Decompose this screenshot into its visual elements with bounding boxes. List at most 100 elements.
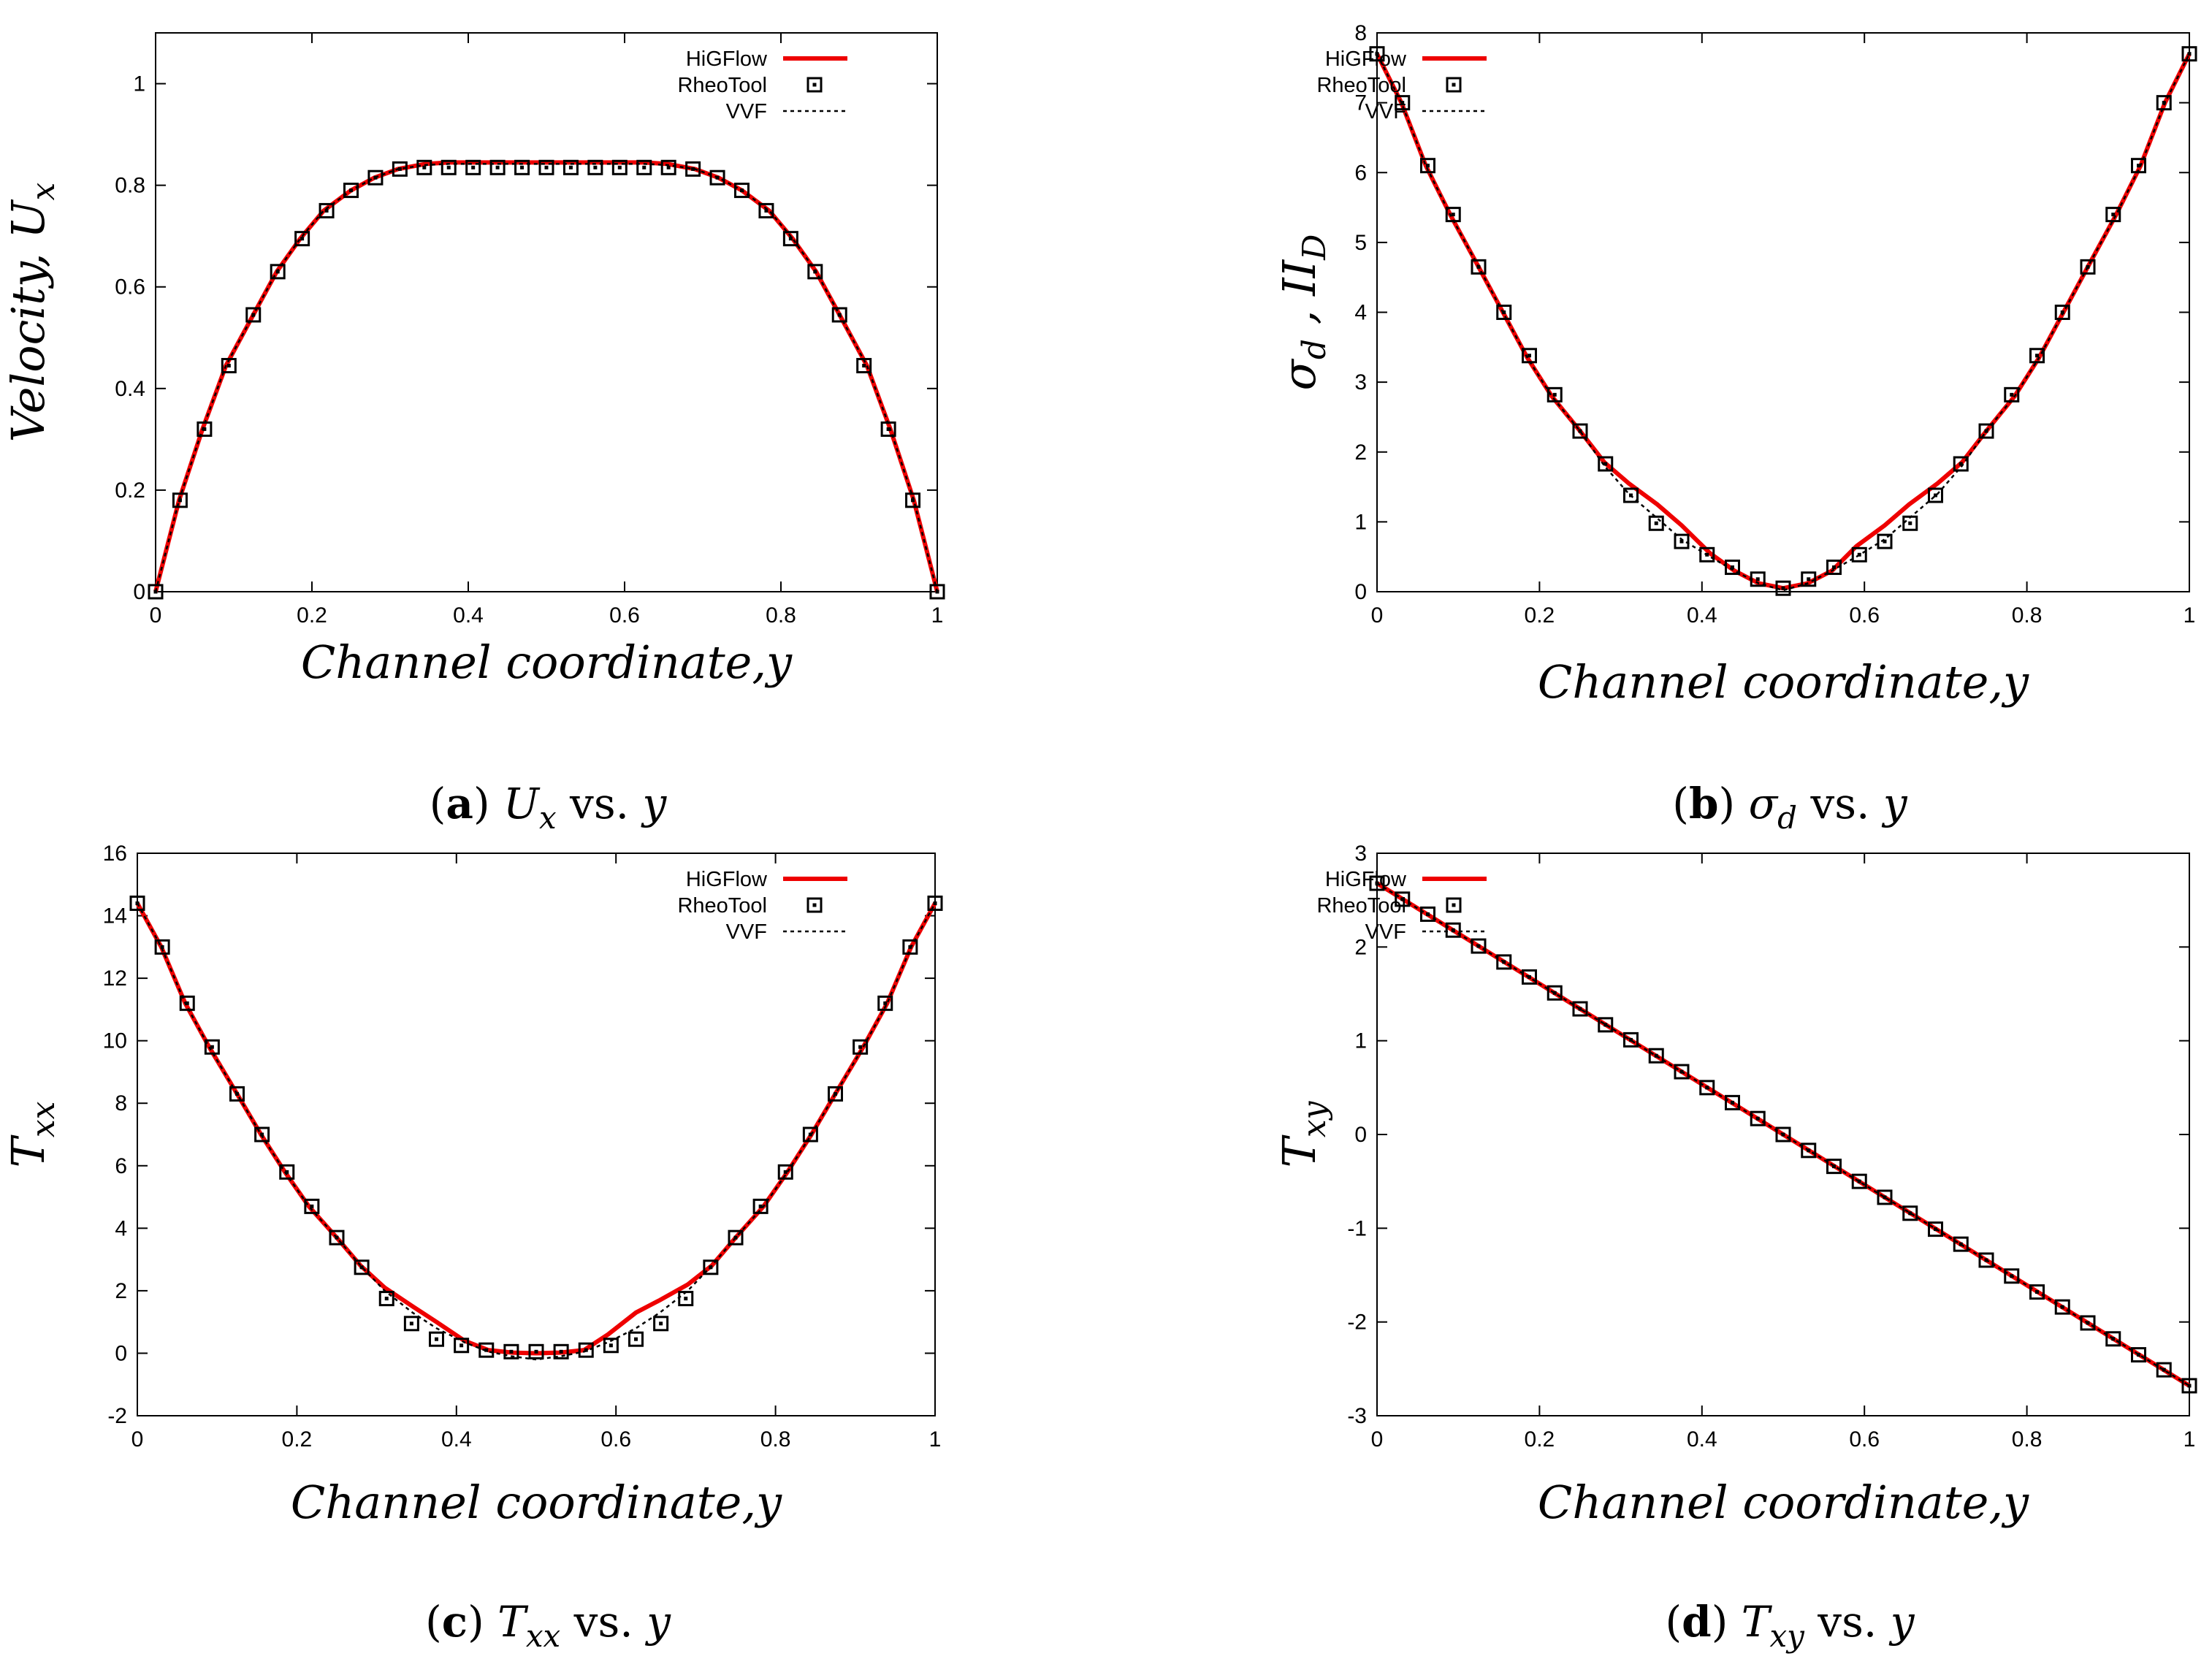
rheotool-marker-dot <box>471 165 476 169</box>
rheotool-marker <box>1369 875 1385 891</box>
x-tick-label: 0.6 <box>609 603 640 628</box>
rheotool-marker-dot <box>2060 1305 2064 1309</box>
rheotool-marker <box>728 1229 744 1246</box>
legend-label: HiGFlow <box>1325 868 1407 891</box>
rheotool-marker-dot <box>1654 1053 1658 1058</box>
y-tick-label: -2 <box>107 1404 127 1428</box>
rheotool-marker-dot <box>1426 164 1430 168</box>
y-label-sub: xx <box>25 1101 62 1137</box>
rheotool-marker <box>1395 891 1411 907</box>
rheotool-marker <box>2131 1347 2146 1363</box>
rheotool-marker-dot <box>1883 1195 1887 1200</box>
y-label-sub: xy <box>1296 1100 1333 1137</box>
y-tick-label: 0 <box>133 580 145 604</box>
y-tick-label: 3 <box>1354 842 1367 866</box>
rheotool-marker <box>782 231 798 247</box>
rheotool-marker <box>1902 515 1918 531</box>
caption-y: y <box>640 779 667 828</box>
legend-label: HiGFlow <box>1325 47 1407 71</box>
rheotool-marker-dot <box>684 1297 688 1301</box>
rheotool-marker-dot <box>1705 552 1709 557</box>
plot-frame <box>155 32 938 592</box>
rheotool-marker <box>1496 305 1512 320</box>
rheotool-marker <box>2080 259 2096 275</box>
rheotool-marker <box>294 231 310 247</box>
x-axis-label: Channel coordinate,y <box>301 636 793 689</box>
rheotool-marker-dot <box>1476 944 1481 948</box>
rheotool-marker-dot <box>666 165 671 169</box>
rheotool-marker <box>2029 348 2045 364</box>
rheotool-marker-dot <box>568 165 573 169</box>
legend-label: VVF <box>1365 920 1406 944</box>
rheotool-marker-dot <box>1908 1211 1912 1216</box>
rheotool-marker <box>204 1039 220 1055</box>
rheotool-marker-dot <box>908 945 912 949</box>
x-tick-label: 1 <box>2184 603 2196 628</box>
rheotool-marker <box>378 1291 394 1307</box>
x-axis-label: Channel coordinate,y <box>1538 655 2029 709</box>
y-label-sub: d <box>1296 339 1333 359</box>
rheotool-marker-dot <box>1603 462 1608 466</box>
rheotool-marker <box>489 159 506 175</box>
rheotool-marker <box>703 1259 719 1275</box>
rheotool-marker-dot <box>1476 264 1481 269</box>
rheotool-marker-dot <box>1934 493 1937 497</box>
rheotool-marker <box>1953 456 1969 472</box>
rheotool-marker <box>880 421 896 437</box>
rheotool-marker <box>2029 1284 2045 1300</box>
rheotool-marker-dot <box>226 364 231 368</box>
x-axis-label: Channel coordinate,y <box>1538 1476 2029 1529</box>
legend-marker-dot <box>1452 83 1456 87</box>
rheotool-marker-dot <box>858 1045 863 1049</box>
rheotool-marker-dot <box>1781 586 1785 590</box>
rheotool-marker <box>2080 1315 2096 1331</box>
rheotool-marker-dot <box>202 427 207 431</box>
rheotool-marker <box>578 1342 594 1358</box>
rheotool-marker-dot <box>397 167 402 171</box>
rheotool-marker <box>172 492 188 508</box>
caption-vs: vs. <box>1804 1597 1891 1647</box>
rheotool-marker-dot <box>1603 1023 1608 1027</box>
rheotool-marker-dot <box>837 313 842 317</box>
rheotool-marker-dot <box>883 1001 888 1005</box>
rheotool-marker <box>403 1316 419 1332</box>
rheotool-marker-dot <box>2187 52 2192 56</box>
rheotool-marker <box>628 1331 644 1347</box>
vvf-line <box>154 163 939 592</box>
caption-paren-close: ) <box>468 1597 497 1647</box>
x-tick-label: 0 <box>1371 603 1384 628</box>
rheotool-marker <box>478 1342 495 1358</box>
rheotool-marker <box>856 358 872 374</box>
y-tick-label: 8 <box>1354 21 1367 45</box>
rheotool-marker <box>2105 1331 2121 1347</box>
rheotool-marker <box>1928 487 1943 503</box>
y-tick-label: -3 <box>1347 1404 1367 1428</box>
y-tick-label: 2 <box>1354 935 1367 959</box>
rheotool-marker <box>129 895 145 911</box>
y-axis-label: Txx <box>1 1101 62 1167</box>
caption-letter: d <box>1682 1597 1712 1647</box>
rheotool-marker-dot <box>1984 429 1988 433</box>
rheotool-marker <box>1699 1080 1715 1096</box>
y-tick-label: -1 <box>1347 1216 1367 1240</box>
rheotool-marker <box>1928 1221 1943 1237</box>
rheotool-marker-dot <box>1528 975 1531 979</box>
y-axis-label: σd , IID <box>1273 234 1333 391</box>
caption-paren-close: ) <box>473 779 503 828</box>
x-tick-label: 0.8 <box>766 603 796 628</box>
rheotool-marker-dot <box>1857 1179 1861 1183</box>
rheotool-marker <box>685 161 701 177</box>
rheotool-marker-dot <box>300 237 305 241</box>
rheotool-marker <box>562 159 579 175</box>
y-tick-label: 1 <box>133 72 145 96</box>
rheotool-marker <box>2181 46 2197 62</box>
rheotool-marker <box>929 584 945 600</box>
caption-sub: x <box>539 800 557 836</box>
caption: (b) σd vs. y <box>1672 779 1908 836</box>
rheotool-marker <box>465 159 481 175</box>
rheotool-marker <box>2156 1362 2172 1378</box>
chart-panel-a: 0 0.2 0.4 0.6 0.8 1 0 0.2 0.4 0.6 0.8 1 HiGFlow RheoT… <box>1 32 945 836</box>
rheotool-marker-dot <box>153 590 158 594</box>
rheotool-marker <box>734 183 750 199</box>
rheotool-marker <box>1623 1031 1639 1048</box>
